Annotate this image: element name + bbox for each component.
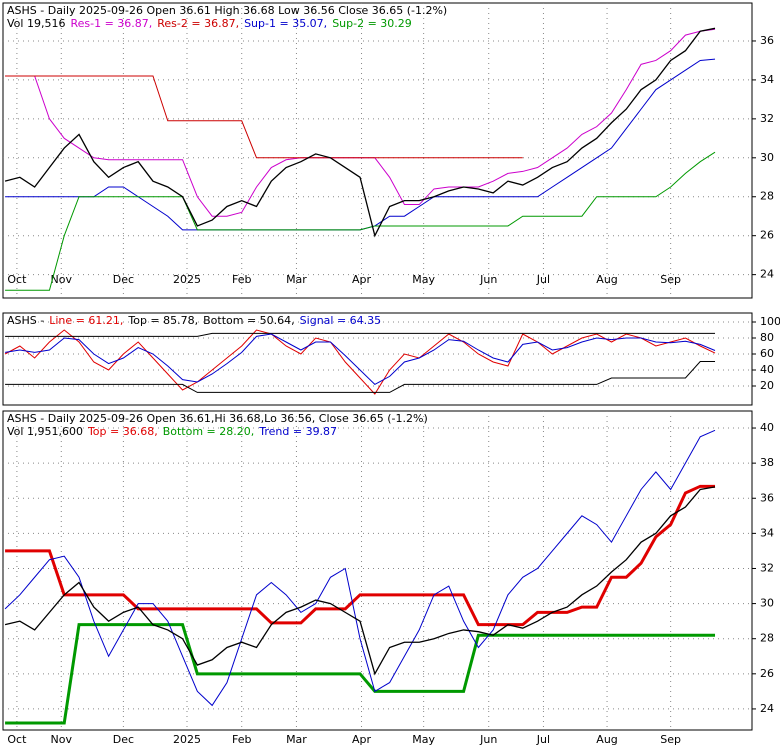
x-tick-label: Feb: [232, 273, 251, 286]
y-tick-label: 40: [760, 421, 774, 434]
title-text: ASHS - Daily 2025-09-26 Open 36.61 High …: [7, 4, 447, 17]
legend-entry: Sup-1 = 35.07,: [244, 17, 327, 30]
y-tick-label: 34: [760, 526, 774, 539]
price-line: [4, 486, 716, 676]
y-tick-label: 38: [760, 456, 774, 469]
series-line: [5, 360, 716, 393]
x-tick-label: Jul: [536, 733, 550, 745]
y-tick-label: 26: [760, 667, 774, 680]
series-line: [5, 623, 716, 725]
legend-entry: Line = 61.21,: [49, 314, 123, 327]
y-tick-label: 30: [760, 151, 774, 164]
y-tick-label: 24: [760, 702, 774, 715]
x-tick-label: Aug: [596, 733, 617, 745]
y-tick-label: 28: [760, 632, 774, 645]
x-tick-label: Nov: [51, 733, 73, 745]
legend-entry: Top = 36.68,: [87, 425, 158, 438]
panel-title: ASHS - Daily 2025-09-26 Open 36.61,Hi 36…: [7, 412, 428, 425]
series-line: [4, 329, 716, 395]
x-tick-label: Feb: [232, 733, 251, 745]
legend-entry: Sup-2 = 30.29: [332, 17, 412, 30]
x-tick-label: Mar: [286, 273, 307, 286]
x-tick-label: May: [412, 733, 435, 745]
y-tick-label: 26: [760, 229, 774, 242]
x-tick-label: Aug: [596, 273, 617, 286]
y-tick-label: 30: [760, 597, 774, 610]
title-text: ASHS - Daily 2025-09-26 Open 36.61,Hi 36…: [7, 412, 428, 425]
series-line: [4, 333, 716, 386]
volume-text: Vol 19,516: [7, 17, 65, 30]
x-tick-label: Jun: [479, 733, 497, 745]
y-tick-label: 28: [760, 190, 774, 203]
legend: Vol 19,516 Res-1 = 36.87, Res-2 = 36.87, Su…: [7, 17, 412, 30]
legend: Vol 1,951,600 Top = 36.68, Bottom = 28.20,…: [7, 425, 337, 438]
y-tick-label: 36: [760, 34, 774, 47]
x-tick-label: May: [412, 273, 435, 286]
title-text: ASHS -: [7, 314, 44, 327]
y-tick-label: 36: [760, 491, 774, 504]
x-tick-label: Sep: [660, 733, 681, 745]
x-tick-label: Dec: [113, 733, 134, 745]
plot-frame: [2, 410, 753, 731]
x-tick-label: Apr: [352, 273, 372, 286]
x-tick-label: Oct: [7, 273, 27, 286]
panel-title: ASHS - Line = 61.21, Top = 85.78, Bottom = …: [7, 314, 381, 327]
legend-entry: Res-2 = 36.87,: [157, 17, 239, 30]
x-tick-label: Nov: [51, 273, 73, 286]
series-line: [5, 484, 716, 627]
y-tick-label: 24: [760, 268, 774, 281]
y-tick-label: 32: [760, 112, 774, 125]
legend-entry: Res-1 = 36.87,: [70, 17, 152, 30]
legend-entry: Signal = 64.35: [300, 314, 382, 327]
y-tick-label: 34: [760, 73, 774, 86]
y-tick-label: 40: [760, 363, 774, 376]
x-tick-label: 2025: [173, 733, 201, 745]
legend-entry: Top = 85.78,: [127, 314, 198, 327]
x-tick-label: Apr: [352, 733, 372, 745]
y-tick-label: 32: [760, 561, 774, 574]
volume-text: Vol 1,951,600: [7, 425, 83, 438]
x-tick-label: Jun: [479, 273, 497, 286]
price-line: [4, 27, 716, 238]
x-tick-label: 2025: [173, 273, 201, 286]
legend-entry: Trend = 39.87: [258, 425, 337, 438]
x-tick-label: Mar: [286, 733, 307, 745]
series-line: [5, 332, 716, 337]
series-line: [5, 75, 523, 159]
x-tick-label: Dec: [113, 273, 134, 286]
y-tick-label: 100: [760, 315, 780, 328]
panel-title: ASHS - Daily 2025-09-26 Open 36.61 High …: [7, 4, 447, 17]
y-tick-label: 80: [760, 331, 774, 344]
legend-entry: Bottom = 50.64,: [203, 314, 295, 327]
y-tick-label: 60: [760, 347, 774, 360]
y-tick-label: 20: [760, 379, 774, 392]
x-tick-label: Sep: [660, 273, 681, 286]
plot-frame: [2, 2, 753, 299]
x-tick-label: Jul: [536, 273, 550, 286]
legend-entry: Bottom = 28.20,: [163, 425, 255, 438]
series-line: [4, 429, 716, 707]
x-tick-label: Oct: [7, 733, 27, 745]
series-line: [5, 151, 716, 291]
